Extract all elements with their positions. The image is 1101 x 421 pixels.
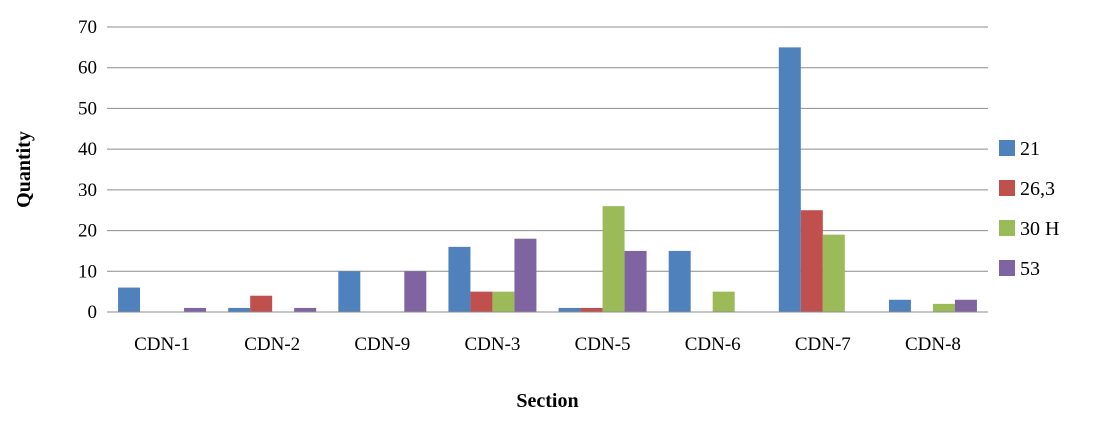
bar [602,206,625,312]
y-axis-ticks: 0 10 20 30 40 50 60 70 [78,17,97,323]
bar [800,210,823,312]
bar [558,307,581,312]
x-tick-label: CDN-6 [685,334,741,355]
legend-label: 30 H [1020,218,1059,240]
bar [338,271,361,312]
bars [118,47,977,312]
x-tick-label: CDN-1 [134,334,190,355]
y-axis-title: Quantity [13,131,35,208]
bar [712,291,735,312]
legend: 21 26,3 30 H 53 [999,138,1059,280]
x-axis-ticks: CDN-1 CDN-2 CDN-9 CDN-3 CDN-5 CDN-6 CDN-7 CDN-8 [134,334,961,355]
y-tick-label: 70 [78,17,97,38]
bar [514,238,537,312]
y-tick-label: 10 [78,261,97,282]
x-tick-label: CDN-5 [575,334,631,355]
y-tick-label: 60 [78,58,97,79]
x-tick-label: CDN-8 [905,334,961,355]
y-tick-label: 40 [78,139,97,160]
bar [294,307,317,312]
gridlines [107,26,988,272]
legend-swatch [999,220,1015,236]
bar [228,307,251,312]
bar [492,291,515,312]
bar [932,303,955,312]
bar [954,299,977,312]
y-tick-label: 0 [88,302,98,323]
bar [184,307,207,312]
x-tick-label: CDN-9 [354,334,410,355]
bar [404,271,427,312]
legend-swatch [999,260,1015,276]
bar [448,246,471,312]
bar [668,250,691,312]
bar [118,287,141,312]
legend-swatch [999,140,1015,156]
bar [778,47,801,312]
legend-label: 53 [1020,258,1040,280]
legend-label: 26,3 [1020,178,1055,200]
x-tick-label: CDN-2 [244,334,300,355]
y-tick-label: 30 [78,180,97,201]
bar [624,250,647,312]
bar [822,234,845,312]
y-tick-label: 50 [78,98,97,119]
bar [470,291,493,312]
legend-swatch [999,180,1015,196]
legend-label: 21 [1020,138,1040,160]
bar [580,307,603,312]
bar [250,295,273,312]
y-tick-label: 20 [78,221,97,242]
x-axis-title: Section [516,390,578,412]
x-tick-label: CDN-7 [795,334,851,355]
x-tick-label: CDN-3 [464,334,520,355]
bar [888,299,911,312]
